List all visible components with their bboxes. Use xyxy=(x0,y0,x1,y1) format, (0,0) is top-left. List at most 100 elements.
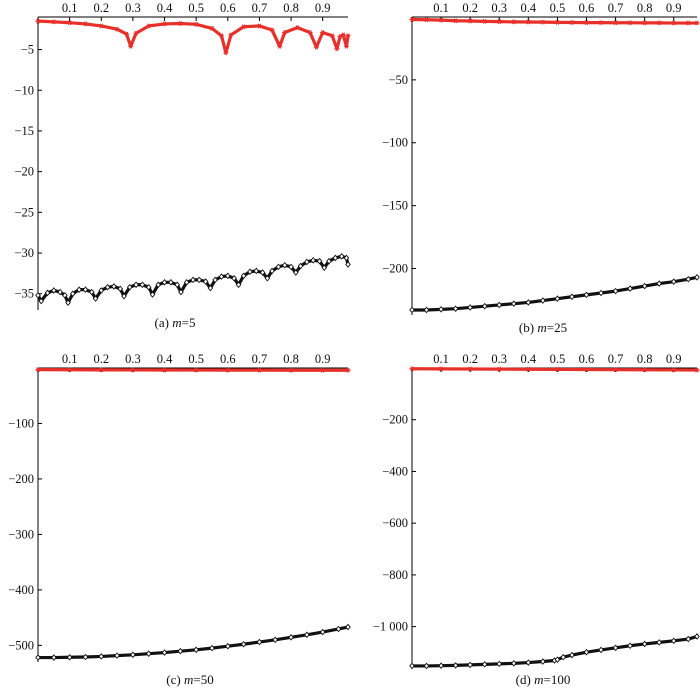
data-point xyxy=(123,31,130,37)
data-point xyxy=(193,367,199,373)
x-tick-label: 0.3 xyxy=(491,352,507,366)
data-point xyxy=(423,17,430,23)
series-upper xyxy=(35,367,351,373)
series-line xyxy=(36,625,350,660)
data-point xyxy=(62,292,68,299)
x-tick-label: 0.5 xyxy=(550,1,566,15)
data-point xyxy=(35,292,41,299)
x-tick-label: 0.2 xyxy=(462,352,478,366)
data-point xyxy=(321,264,328,271)
data-point xyxy=(282,29,288,35)
y-tick-label: −150 xyxy=(382,199,408,213)
x-tick-label: 0.8 xyxy=(637,1,653,15)
data-point xyxy=(145,650,152,657)
data-point xyxy=(223,50,229,56)
data-point xyxy=(264,274,271,282)
data-point xyxy=(656,639,662,646)
data-point xyxy=(642,367,648,373)
data-point xyxy=(685,275,692,283)
x-tick-label: 0.8 xyxy=(283,352,299,366)
data-point xyxy=(145,283,152,291)
data-point xyxy=(98,23,104,29)
data-point xyxy=(345,367,351,373)
data-point xyxy=(35,654,41,661)
data-point xyxy=(281,261,288,269)
data-point xyxy=(155,281,161,289)
data-point xyxy=(525,19,531,25)
series-line xyxy=(36,368,350,372)
y-tick-label: −5 xyxy=(21,43,34,57)
data-point xyxy=(694,367,700,373)
data-point xyxy=(183,279,190,286)
data-point xyxy=(67,367,73,373)
data-point xyxy=(51,19,57,25)
data-point xyxy=(671,20,677,26)
data-point xyxy=(685,635,692,643)
data-point xyxy=(82,286,89,293)
data-point xyxy=(293,269,299,276)
data-point xyxy=(670,278,677,285)
x-tick-label: 0.2 xyxy=(462,1,478,15)
y-tick-label: −400 xyxy=(382,464,408,478)
data-point xyxy=(218,33,225,39)
data-point xyxy=(51,287,57,294)
data-point xyxy=(161,649,168,656)
data-point xyxy=(345,261,351,268)
data-point xyxy=(178,288,184,296)
data-point xyxy=(671,367,677,373)
data-point xyxy=(540,19,546,25)
data-point xyxy=(174,281,180,289)
x-tick-label: 0.5 xyxy=(188,352,204,366)
series-lower xyxy=(35,252,351,306)
data-point xyxy=(67,20,73,26)
x-tick-label: 0.4 xyxy=(521,352,537,366)
data-point xyxy=(569,293,575,301)
x-tick-label: 0.3 xyxy=(491,1,507,15)
data-point xyxy=(241,24,247,30)
data-point xyxy=(694,633,700,640)
data-point xyxy=(525,366,531,372)
data-point xyxy=(269,267,275,275)
data-point xyxy=(168,279,174,286)
data-point xyxy=(66,653,73,661)
data-point xyxy=(38,297,44,305)
data-point xyxy=(269,27,275,33)
x-tick-label: 0.8 xyxy=(283,1,299,15)
data-point xyxy=(288,263,294,271)
data-point xyxy=(467,661,473,669)
data-point xyxy=(161,279,168,286)
x-tick-label: 0.7 xyxy=(608,1,624,15)
y-tick-label: −600 xyxy=(382,516,408,530)
data-point xyxy=(114,26,120,32)
data-point xyxy=(310,257,316,264)
data-point xyxy=(51,654,57,661)
data-point xyxy=(98,653,105,660)
data-point xyxy=(332,254,339,262)
y-tick-label: −400 xyxy=(8,583,34,597)
data-point xyxy=(294,25,300,31)
data-point xyxy=(316,257,323,265)
data-point xyxy=(146,23,152,29)
data-point xyxy=(207,284,214,292)
data-point xyxy=(225,272,231,280)
y-tick-label: −30 xyxy=(14,246,34,260)
data-point xyxy=(627,642,633,650)
chart-panel-2: 0.1 0.2 0.3 0.4 0.5 0.6 0.7 0.8 0.9 −50 −100 −150 −2… xyxy=(382,1,700,335)
data-point xyxy=(177,21,183,27)
data-point xyxy=(554,19,561,25)
y-tick-label: −15 xyxy=(14,124,34,138)
data-point xyxy=(598,20,604,26)
x-tick-label: 0.1 xyxy=(62,1,78,15)
data-point xyxy=(453,18,459,24)
x-tick-label: 0.3 xyxy=(125,1,141,15)
x-tick-label: 0.8 xyxy=(637,352,653,366)
data-point xyxy=(259,269,266,276)
data-point xyxy=(560,653,567,661)
panel-caption: (b) m=25 xyxy=(519,320,567,335)
data-point xyxy=(256,23,263,29)
data-point xyxy=(409,17,415,23)
data-point xyxy=(218,273,225,280)
data-point xyxy=(694,20,700,26)
data-point xyxy=(496,660,503,668)
data-point xyxy=(467,18,473,24)
